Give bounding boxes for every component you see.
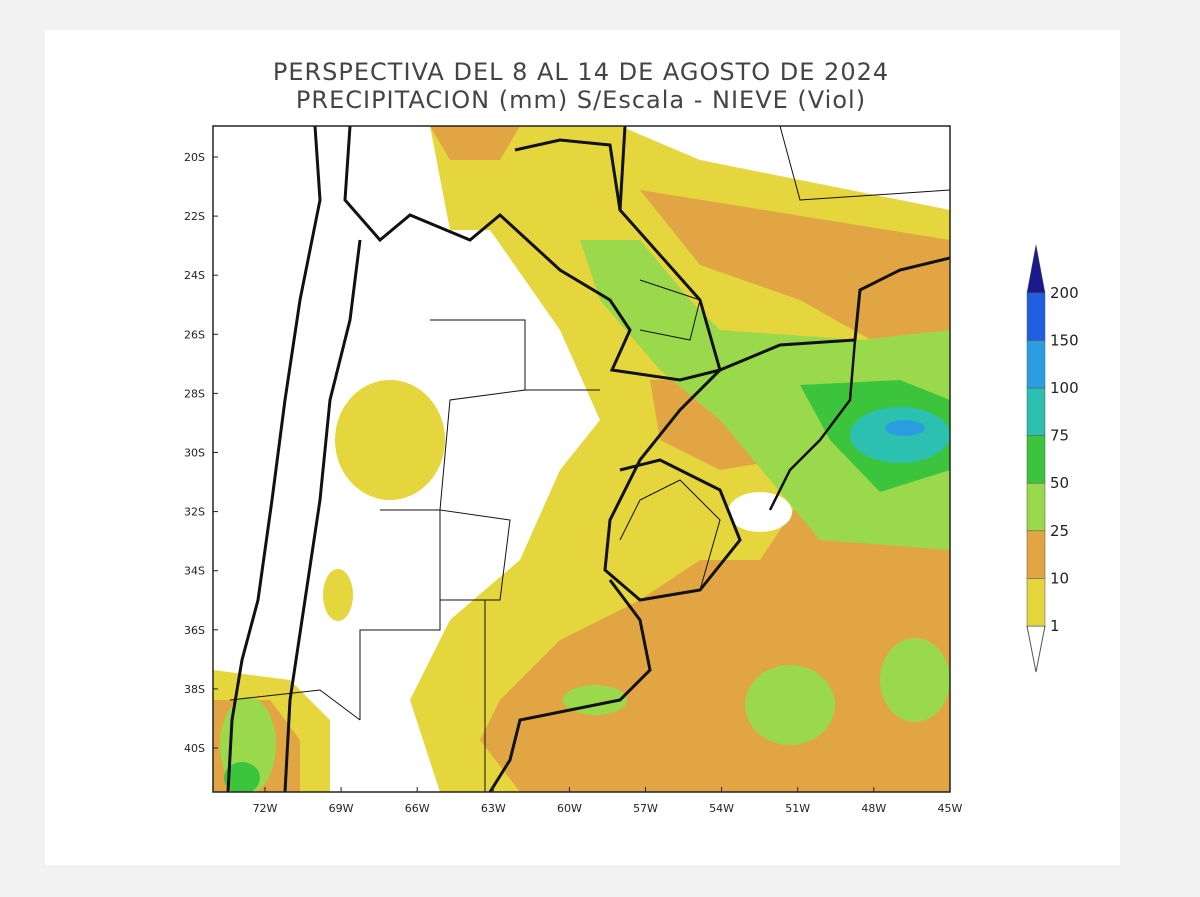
borders	[226, 126, 950, 792]
lon-label: 48W	[861, 802, 886, 815]
legend-swatch	[1026, 244, 1046, 294]
legend-swatch	[1026, 482, 1046, 532]
lon-label: 51W	[785, 802, 810, 815]
precip-area	[580, 240, 950, 550]
precip-field	[213, 126, 950, 792]
legend-label: 200	[1050, 284, 1079, 302]
lon-label: 69W	[329, 802, 354, 815]
lat-label: 36S	[184, 624, 205, 637]
legend-swatch	[1026, 435, 1046, 484]
precip-area	[323, 569, 353, 621]
precip-area	[745, 665, 835, 745]
lat-label: 24S	[184, 269, 205, 282]
lat-label: 28S	[184, 387, 205, 400]
legend-swatch	[1026, 578, 1046, 627]
title-line: PERSPECTIVA DEL 8 AL 14 DE AGOSTO DE 202…	[273, 58, 889, 86]
legend-label: 75	[1050, 427, 1069, 445]
legend-swatch	[1026, 292, 1046, 341]
precip-area	[640, 190, 950, 345]
lon-label: 60W	[557, 802, 582, 815]
lat-label: 40S	[184, 742, 205, 755]
legend-label: 25	[1050, 522, 1069, 540]
lon-label: 63W	[481, 802, 506, 815]
legend-label: 150	[1050, 331, 1079, 349]
legend-label: 100	[1050, 379, 1079, 397]
precip-area	[430, 126, 520, 160]
lon-label: 72W	[253, 802, 278, 815]
precip-area	[224, 762, 260, 792]
lat-label: 30S	[184, 447, 205, 460]
lat-label: 26S	[184, 328, 205, 341]
precip-area	[880, 638, 950, 722]
color-legend: 1 10 25 50 75 100 150 200	[1026, 244, 1079, 673]
lon-label: 66W	[405, 802, 430, 815]
lat-label: 34S	[184, 565, 205, 578]
legend-swatch	[1026, 530, 1046, 579]
legend-swatch	[1026, 387, 1046, 436]
legend-label: 50	[1050, 474, 1069, 492]
map-frame	[212, 125, 951, 793]
lat-label: 22S	[184, 210, 205, 223]
legend-label: 10	[1050, 569, 1069, 587]
precip-area	[335, 380, 445, 500]
title-line: PRECIPITACION (mm) S/Escala - NIEVE (Vio…	[296, 86, 866, 114]
lon-label: 54W	[709, 802, 734, 815]
lon-label: 45W	[937, 802, 962, 815]
axis-labels: 20S 22S 24S 26S 28S 30S 32S 34S 36S 38S 40S 72W 69W 6…	[184, 151, 962, 815]
precip-area	[885, 420, 925, 436]
legend-swatch	[1026, 340, 1046, 389]
dry-area	[728, 492, 792, 532]
lat-label: 32S	[184, 506, 205, 519]
lon-label: 57W	[633, 802, 658, 815]
legend-label: 1	[1050, 617, 1060, 635]
lat-label: 38S	[184, 683, 205, 696]
lat-label: 20S	[184, 151, 205, 164]
